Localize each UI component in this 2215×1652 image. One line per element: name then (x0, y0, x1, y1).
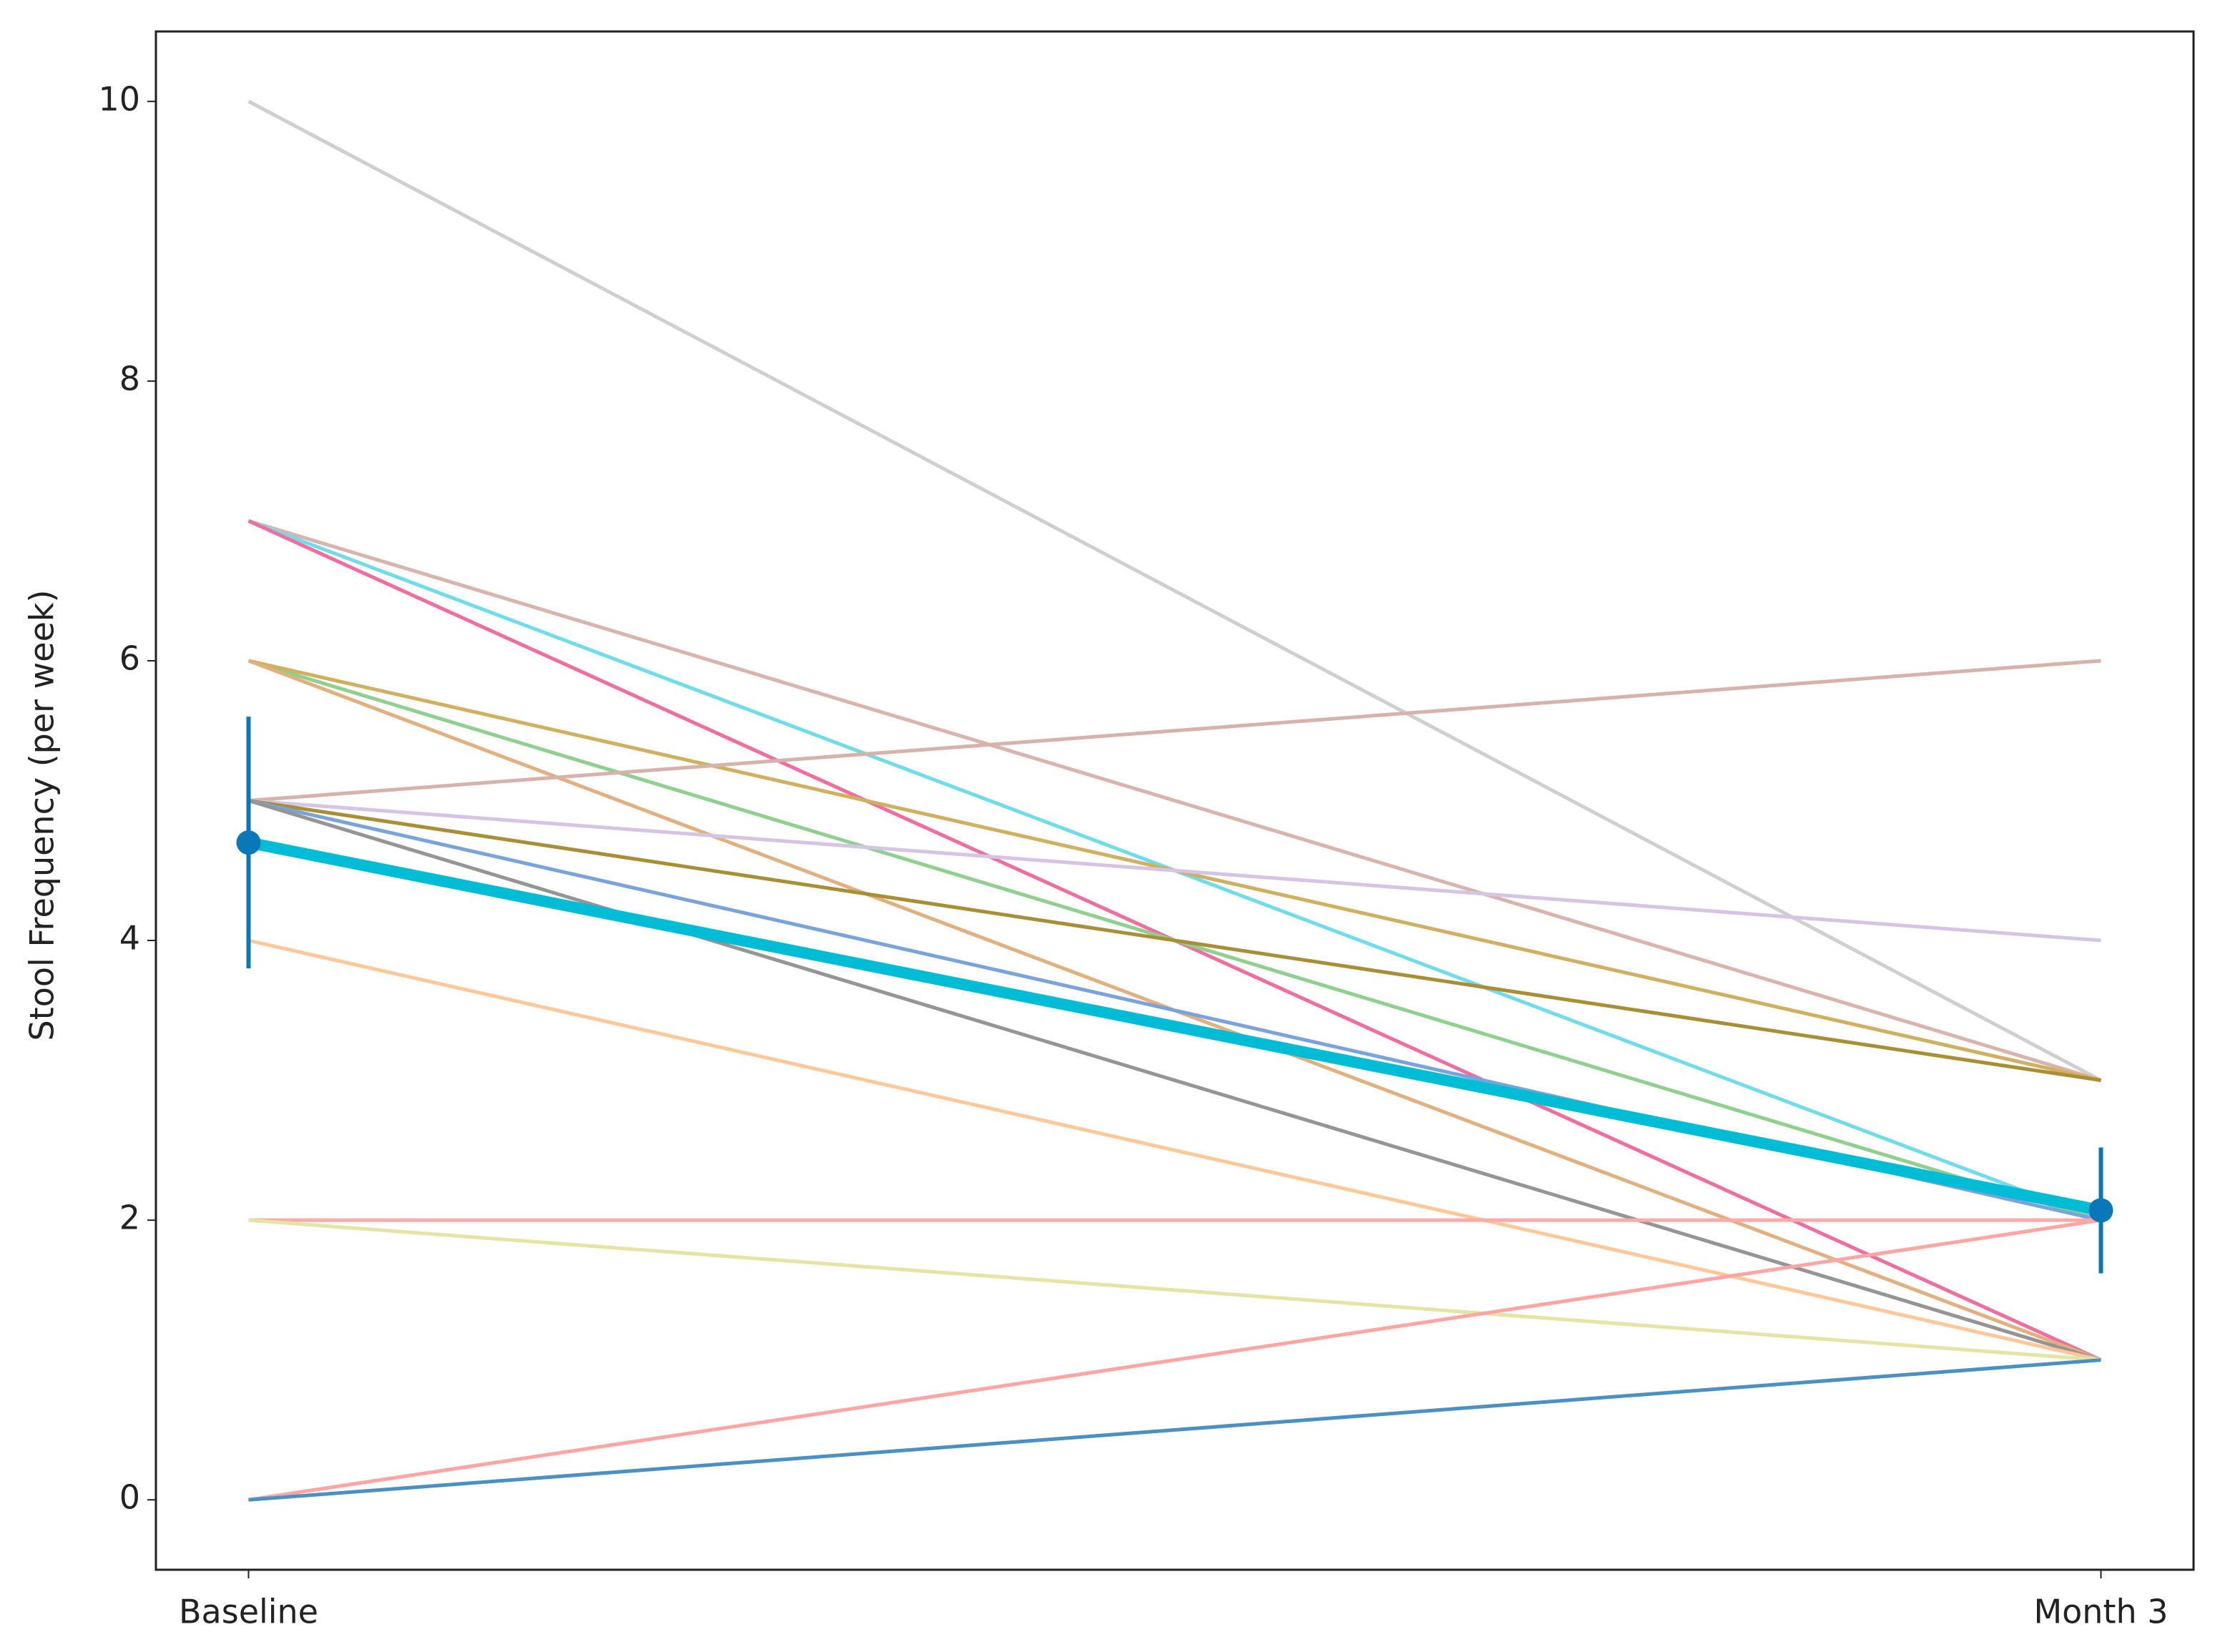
y-tick-label: 4 (119, 919, 140, 958)
plot-frame (154, 30, 2195, 1571)
y-axis-label: Stool Frequency (per week) (23, 590, 62, 1041)
subject-line (248, 799, 2101, 1083)
subject-line (248, 659, 2101, 802)
mean-line (247, 837, 2103, 1216)
x-tick-label: Month 3 (2033, 1593, 2168, 1631)
subject-line (248, 1218, 2101, 1362)
y-tick-label: 8 (119, 359, 140, 398)
subject-line (248, 1218, 2101, 1502)
mean-point (236, 830, 261, 855)
subject-line (247, 519, 2102, 1082)
y-tick-label: 2 (119, 1199, 140, 1237)
y-tick-label: 6 (119, 639, 140, 677)
y-tick-label: 0 (119, 1478, 140, 1517)
subject-line (247, 938, 2102, 1362)
subject-line (247, 99, 2102, 1082)
mean-point (2088, 1198, 2113, 1223)
x-tick-label: Baseline (179, 1593, 318, 1631)
subject-line (247, 799, 2102, 1362)
subject-line (248, 1358, 2101, 1502)
subject-line (248, 799, 2101, 943)
y-tick-label: 10 (98, 79, 140, 118)
